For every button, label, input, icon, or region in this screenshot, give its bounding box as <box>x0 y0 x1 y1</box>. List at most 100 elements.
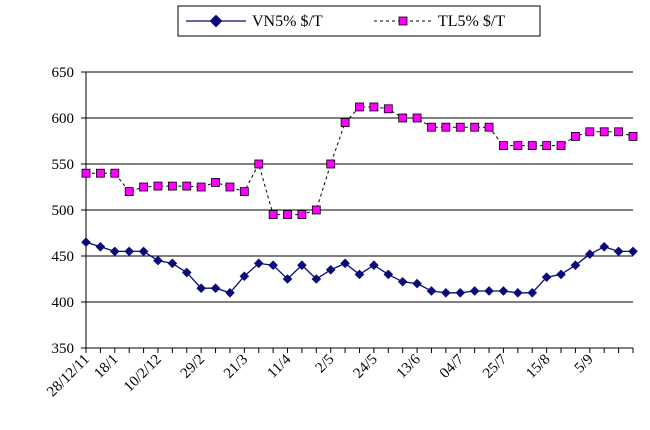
data-point-vn <box>426 286 437 296</box>
data-point-vn <box>513 288 523 298</box>
data-point-vn <box>95 242 106 252</box>
y-tick-labels: 350 400 450 500 550 600 650 <box>52 65 75 357</box>
x-tick-label: 25/7 <box>480 351 511 382</box>
data-point-vn <box>311 274 322 284</box>
x-tick-label: 04/7 <box>437 351 468 382</box>
data-point-tl <box>628 131 638 141</box>
legend-vn-marker <box>209 14 223 28</box>
data-point-tl <box>369 102 379 112</box>
data-point-vn <box>613 246 624 257</box>
y-tick-label: 650 <box>52 65 75 81</box>
y-tick-label: 350 <box>52 341 75 357</box>
y-tick-label: 450 <box>52 249 75 265</box>
data-point-vn <box>498 286 509 296</box>
data-point-tl <box>599 127 609 137</box>
data-point-vn <box>484 286 494 296</box>
data-point-tl <box>556 141 566 151</box>
data-point-vn <box>340 258 350 269</box>
data-point-tl <box>455 122 465 132</box>
data-point-tl <box>383 104 393 114</box>
data-point-vn <box>585 249 595 259</box>
x-tick-label: 13/6 <box>394 351 425 382</box>
data-point-tl <box>139 182 148 192</box>
data-point-tl <box>211 177 220 187</box>
data-point-tl <box>527 141 537 151</box>
data-point-vn <box>297 260 307 270</box>
data-point-tl <box>355 102 364 112</box>
x-tick-label: 10/2/12 <box>121 352 165 396</box>
y-tick-label: 600 <box>52 111 75 127</box>
data-point-tl <box>268 210 278 220</box>
data-point-tl <box>95 168 105 178</box>
data-point-tl <box>239 187 249 197</box>
legend-tl-marker <box>398 16 408 26</box>
data-point-vn <box>469 286 480 296</box>
data-point-tl <box>254 159 264 169</box>
data-point-tl <box>81 168 91 178</box>
series-line-tl <box>86 106 634 216</box>
data-point-tl <box>484 122 494 132</box>
data-point-tl <box>585 127 595 137</box>
data-point-tl <box>283 210 292 220</box>
legend-tl-label: TL5% $/T <box>438 13 505 30</box>
data-point-tl <box>412 113 422 123</box>
gridlines <box>81 71 633 349</box>
data-point-vn <box>570 260 581 270</box>
data-point-vn <box>369 260 379 270</box>
data-point-tl <box>326 159 336 169</box>
data-point-vn <box>441 288 451 298</box>
data-point-vn <box>124 246 134 257</box>
data-point-vn <box>455 288 466 298</box>
data-point-vn <box>354 269 365 280</box>
y-tick-label: 400 <box>52 295 75 311</box>
data-point-tl <box>153 181 163 191</box>
x-tick-label: 21/3 <box>221 352 251 382</box>
data-point-vn <box>599 242 610 252</box>
x-tick-label: 18/1 <box>91 352 121 382</box>
data-point-vn <box>225 288 235 298</box>
data-point-vn <box>239 271 250 282</box>
y-tick-label: 550 <box>52 157 75 173</box>
data-point-tl <box>427 122 436 132</box>
data-point-tl <box>225 182 235 192</box>
data-point-tl <box>110 168 120 178</box>
data-point-vn <box>81 237 91 247</box>
data-point-tl <box>398 113 408 123</box>
data-point-tl <box>542 141 552 151</box>
y-tick-label: 500 <box>52 203 75 219</box>
data-point-vn <box>527 288 538 298</box>
data-point-vn <box>210 283 221 293</box>
data-point-vn <box>541 272 552 282</box>
data-point-vn <box>196 283 206 293</box>
x-tick-label: 5/9 <box>572 352 597 377</box>
data-point-vn <box>397 276 408 287</box>
data-point-tl <box>167 181 177 191</box>
data-point-vn <box>167 258 178 269</box>
data-point-vn <box>325 265 336 275</box>
data-point-tl <box>182 181 192 191</box>
series-lines <box>85 106 634 294</box>
series-line-vn <box>85 241 633 294</box>
x-tick-label: 28/12/11 <box>44 352 93 401</box>
data-point-vn <box>138 246 149 257</box>
data-point-vn <box>383 269 394 280</box>
data-point-vn <box>628 246 638 257</box>
data-point-tl <box>499 141 508 151</box>
data-point-vn <box>253 258 264 269</box>
data-point-vn <box>268 260 278 270</box>
data-point-vn <box>412 278 422 289</box>
data-point-tl <box>196 182 206 192</box>
x-tick-label: 24/5 <box>351 352 381 382</box>
data-point-tl <box>470 122 480 132</box>
x-tick-label: 15/8 <box>523 352 553 382</box>
legend: VN5% $/T TL5% $/T <box>177 5 541 37</box>
legend-vn-label: VN5% $/T <box>252 13 323 30</box>
data-point-tl <box>571 131 580 141</box>
data-point-tl <box>614 127 624 137</box>
data-point-vn <box>181 267 192 278</box>
data-point-tl <box>513 141 523 151</box>
data-point-tl <box>297 210 307 220</box>
x-tick-label: 29/2 <box>178 352 208 382</box>
